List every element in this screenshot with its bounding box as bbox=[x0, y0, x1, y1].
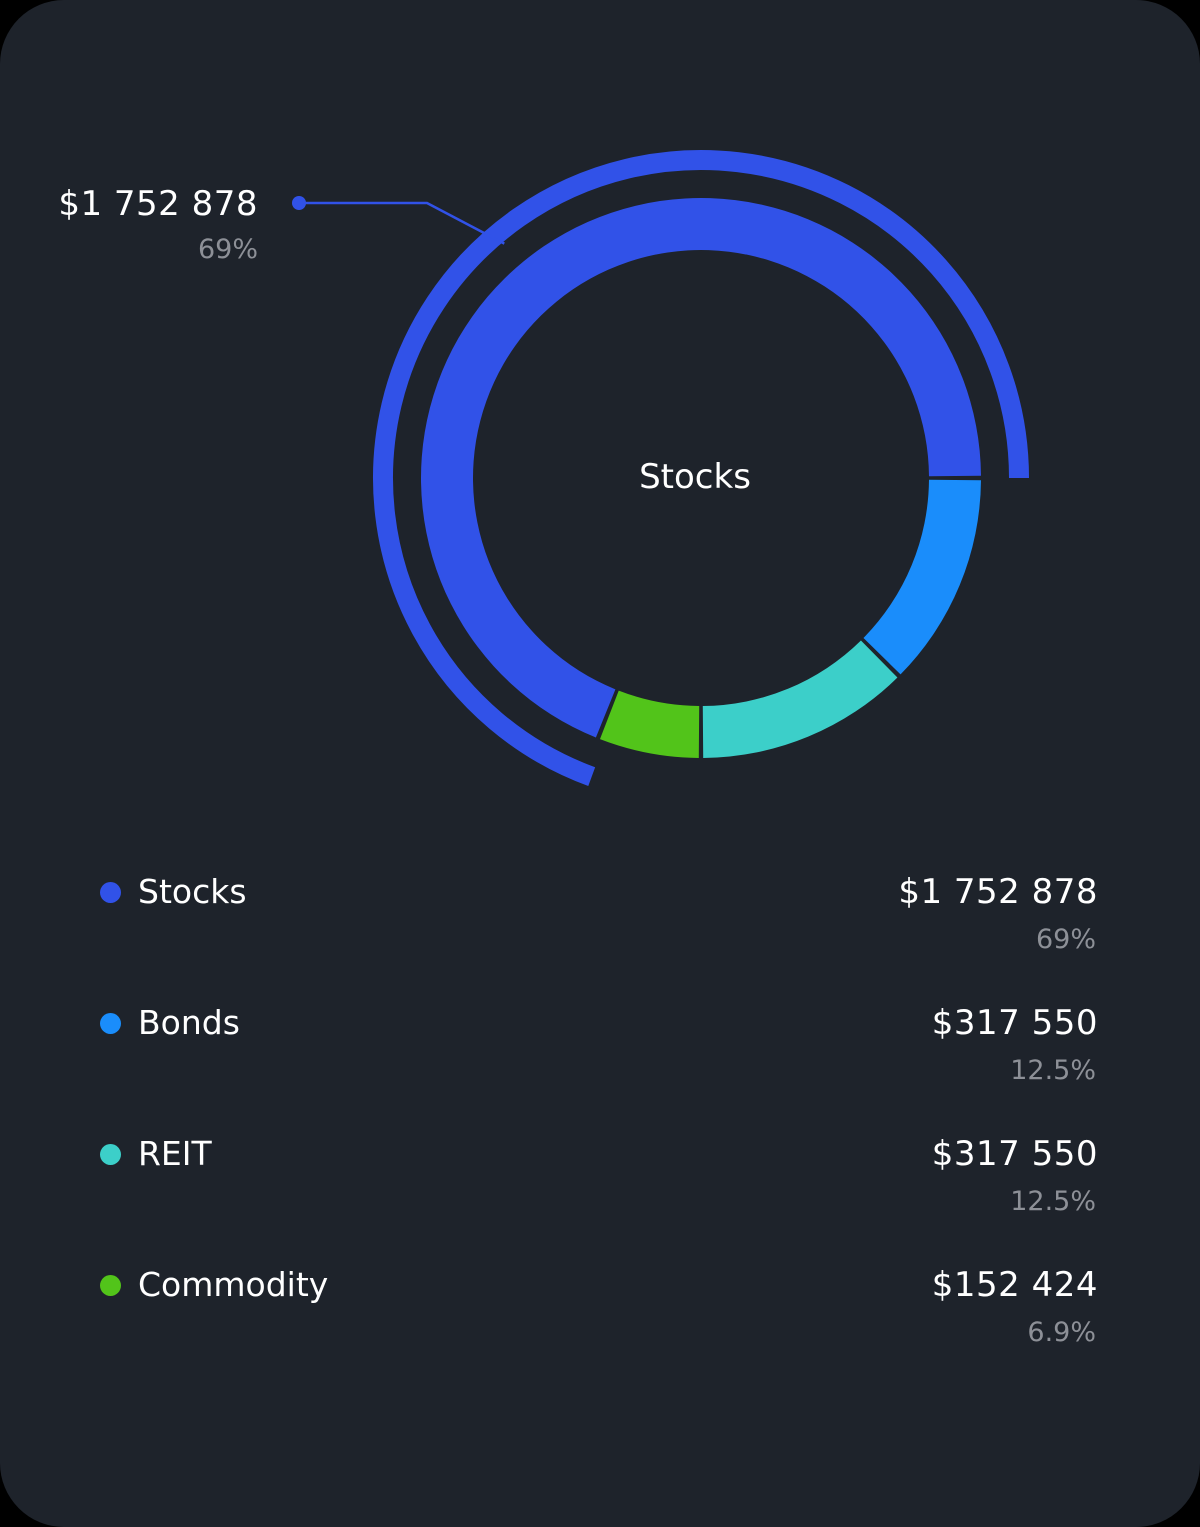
legend-dot-icon bbox=[100, 1144, 121, 1165]
callout-percent: 69% bbox=[197, 234, 258, 265]
legend-label: Bonds bbox=[138, 1003, 240, 1042]
legend-percent: 12.5% bbox=[1010, 1186, 1096, 1217]
legend-dot-icon bbox=[100, 1275, 121, 1296]
legend-amount: $317 550 bbox=[931, 1003, 1098, 1043]
legend-percent: 69% bbox=[1035, 924, 1096, 955]
highlight-callout: $1 752 878 69% bbox=[58, 180, 258, 272]
center-label: Stocks bbox=[639, 457, 751, 497]
donut-slice-reit[interactable] bbox=[702, 640, 898, 758]
legend: Stocks $1 752 878 69% Bonds $317 550 12.… bbox=[96, 860, 1098, 1384]
donut-chart: Stocks bbox=[292, 150, 1029, 787]
highlight-outer-arc bbox=[373, 150, 1029, 787]
legend-label: Stocks bbox=[138, 872, 247, 911]
legend-row-commodity[interactable]: Commodity $152 424 6.9% bbox=[96, 1253, 1098, 1384]
legend-label: REIT bbox=[138, 1134, 212, 1173]
legend-percent: 6.9% bbox=[1027, 1317, 1096, 1348]
legend-amount: $317 550 bbox=[931, 1134, 1098, 1174]
legend-percent: 12.5% bbox=[1010, 1055, 1096, 1086]
legend-label: Commodity bbox=[138, 1265, 329, 1304]
donut-slices bbox=[420, 198, 981, 758]
donut-slice-commodity[interactable] bbox=[599, 690, 700, 758]
donut-slice-bonds[interactable] bbox=[863, 479, 981, 675]
legend-row-bonds[interactable]: Bonds $317 550 12.5% bbox=[96, 991, 1098, 1122]
legend-amount: $1 752 878 bbox=[898, 872, 1098, 912]
legend-row-reit[interactable]: REIT $317 550 12.5% bbox=[96, 1122, 1098, 1253]
legend-dot-icon bbox=[100, 882, 121, 903]
legend-amount: $152 424 bbox=[931, 1265, 1098, 1305]
callout-amount: $1 752 878 bbox=[58, 184, 258, 224]
callout-leader-dot bbox=[292, 196, 306, 210]
callout-leader-line bbox=[299, 201, 505, 245]
legend-row-stocks[interactable]: Stocks $1 752 878 69% bbox=[96, 860, 1098, 991]
legend-dot-icon bbox=[100, 1013, 121, 1034]
